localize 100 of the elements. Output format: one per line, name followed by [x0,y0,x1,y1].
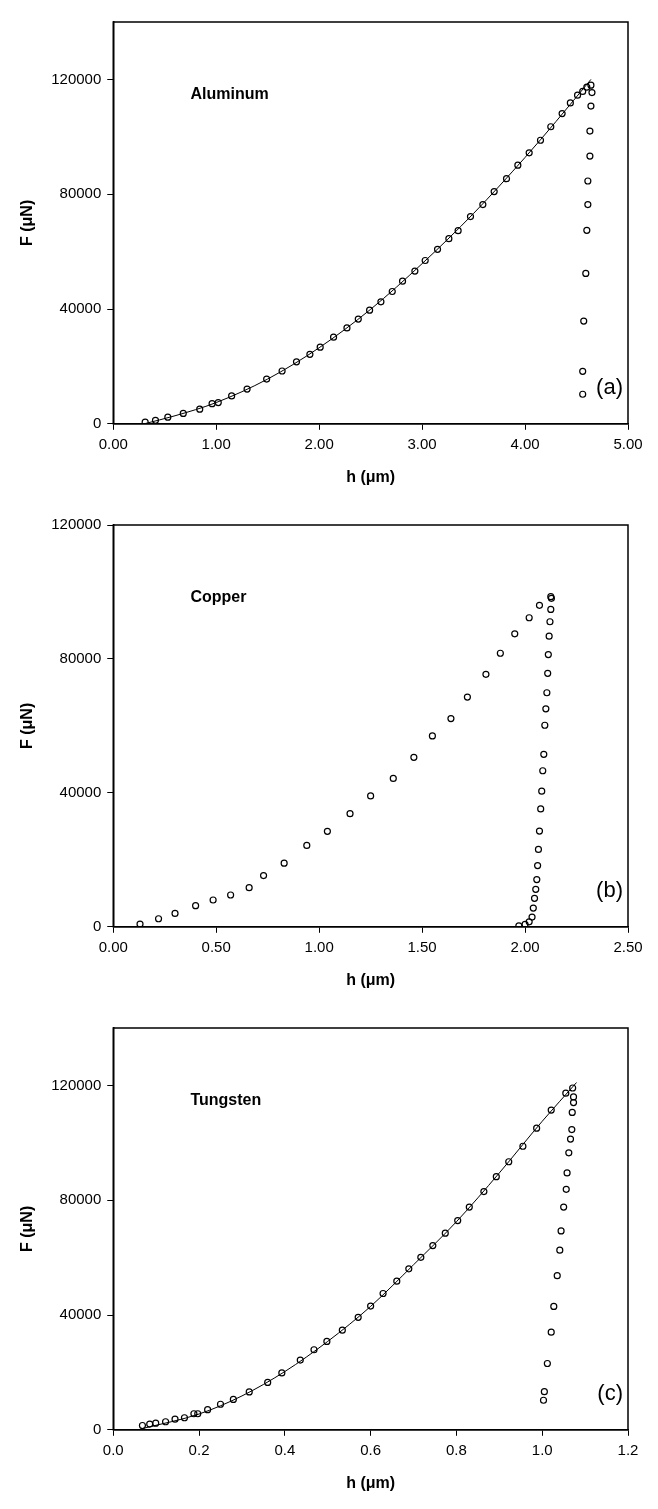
point [209,896,217,904]
annotation: Copper [190,587,247,605]
point [533,1124,541,1132]
point [280,859,288,867]
point [533,875,541,884]
point [228,392,236,400]
point [490,188,498,196]
point [584,200,592,209]
point [579,390,587,398]
point [417,1253,425,1261]
point [568,1108,576,1116]
x-tick-label: 1.2 [617,1440,639,1458]
point [216,1400,225,1408]
point [540,1388,548,1396]
point [278,367,286,375]
point [229,1395,237,1403]
point [393,1277,401,1285]
x-axis-title: h (μm) [346,1473,396,1491]
x-tick-label: 0.0 [102,1440,124,1458]
point [463,693,471,701]
point [323,1337,331,1345]
point [534,861,542,870]
point [514,161,522,169]
y-tick-label: 0 [92,413,102,431]
point [546,618,554,626]
point [557,1227,565,1235]
point [573,91,582,99]
point [447,714,455,723]
point [586,127,594,135]
point [310,1346,318,1354]
point [338,1326,346,1334]
point [587,81,595,89]
point [411,267,419,275]
point [586,152,594,160]
point [547,123,555,131]
point [263,375,271,383]
annotation: (c) [597,1379,623,1405]
point [505,1158,513,1166]
y-axis-title: F (μN) [18,199,36,247]
point [530,894,539,902]
y-tick-label: 80000 [59,1190,102,1208]
point [556,1246,564,1254]
point [454,227,462,235]
point [445,235,453,243]
annotation: Tungsten [190,1090,262,1108]
point [529,904,537,912]
point [502,175,511,183]
point [587,102,595,110]
point [204,1406,212,1414]
point [154,915,163,923]
point [366,306,374,314]
point [405,1265,413,1273]
point [496,649,504,657]
point [196,405,204,413]
y-tick-label: 40000 [59,1305,102,1323]
point [547,1328,555,1336]
point [562,1089,570,1097]
x-tick-label: 0.00 [98,434,128,452]
point [579,367,587,375]
point [544,669,552,677]
point [303,841,311,850]
y-axis-title: F (μN) [18,702,36,750]
point [541,721,549,729]
point [466,212,475,221]
point [579,87,587,96]
point [164,413,172,421]
point [542,705,550,713]
point [532,885,540,893]
y-tick-label: 40000 [59,783,102,801]
point [566,1135,575,1143]
annotation: Aluminum [190,84,269,102]
point [537,805,545,813]
point [547,605,555,613]
point [547,1106,555,1114]
point [519,1142,527,1150]
point [179,409,187,418]
point [421,256,429,265]
x-tick-label: 0.6 [360,1440,382,1458]
point [545,632,553,640]
point [433,245,442,253]
x-tick-label: 4.00 [510,434,540,452]
point [292,358,301,366]
x-tick-label: 0.50 [201,937,231,955]
point [562,1185,570,1193]
point [379,1289,387,1298]
point [534,845,543,854]
point [553,1272,561,1280]
point [377,298,385,306]
y-tick-label: 80000 [59,184,102,202]
point [582,269,590,278]
point [588,89,596,97]
point [429,1241,437,1250]
point [329,333,338,341]
point [536,136,545,144]
point [296,1356,304,1364]
point [146,1420,154,1428]
point [264,1378,272,1387]
point [245,1388,253,1396]
point [492,1173,500,1181]
point [227,891,235,899]
